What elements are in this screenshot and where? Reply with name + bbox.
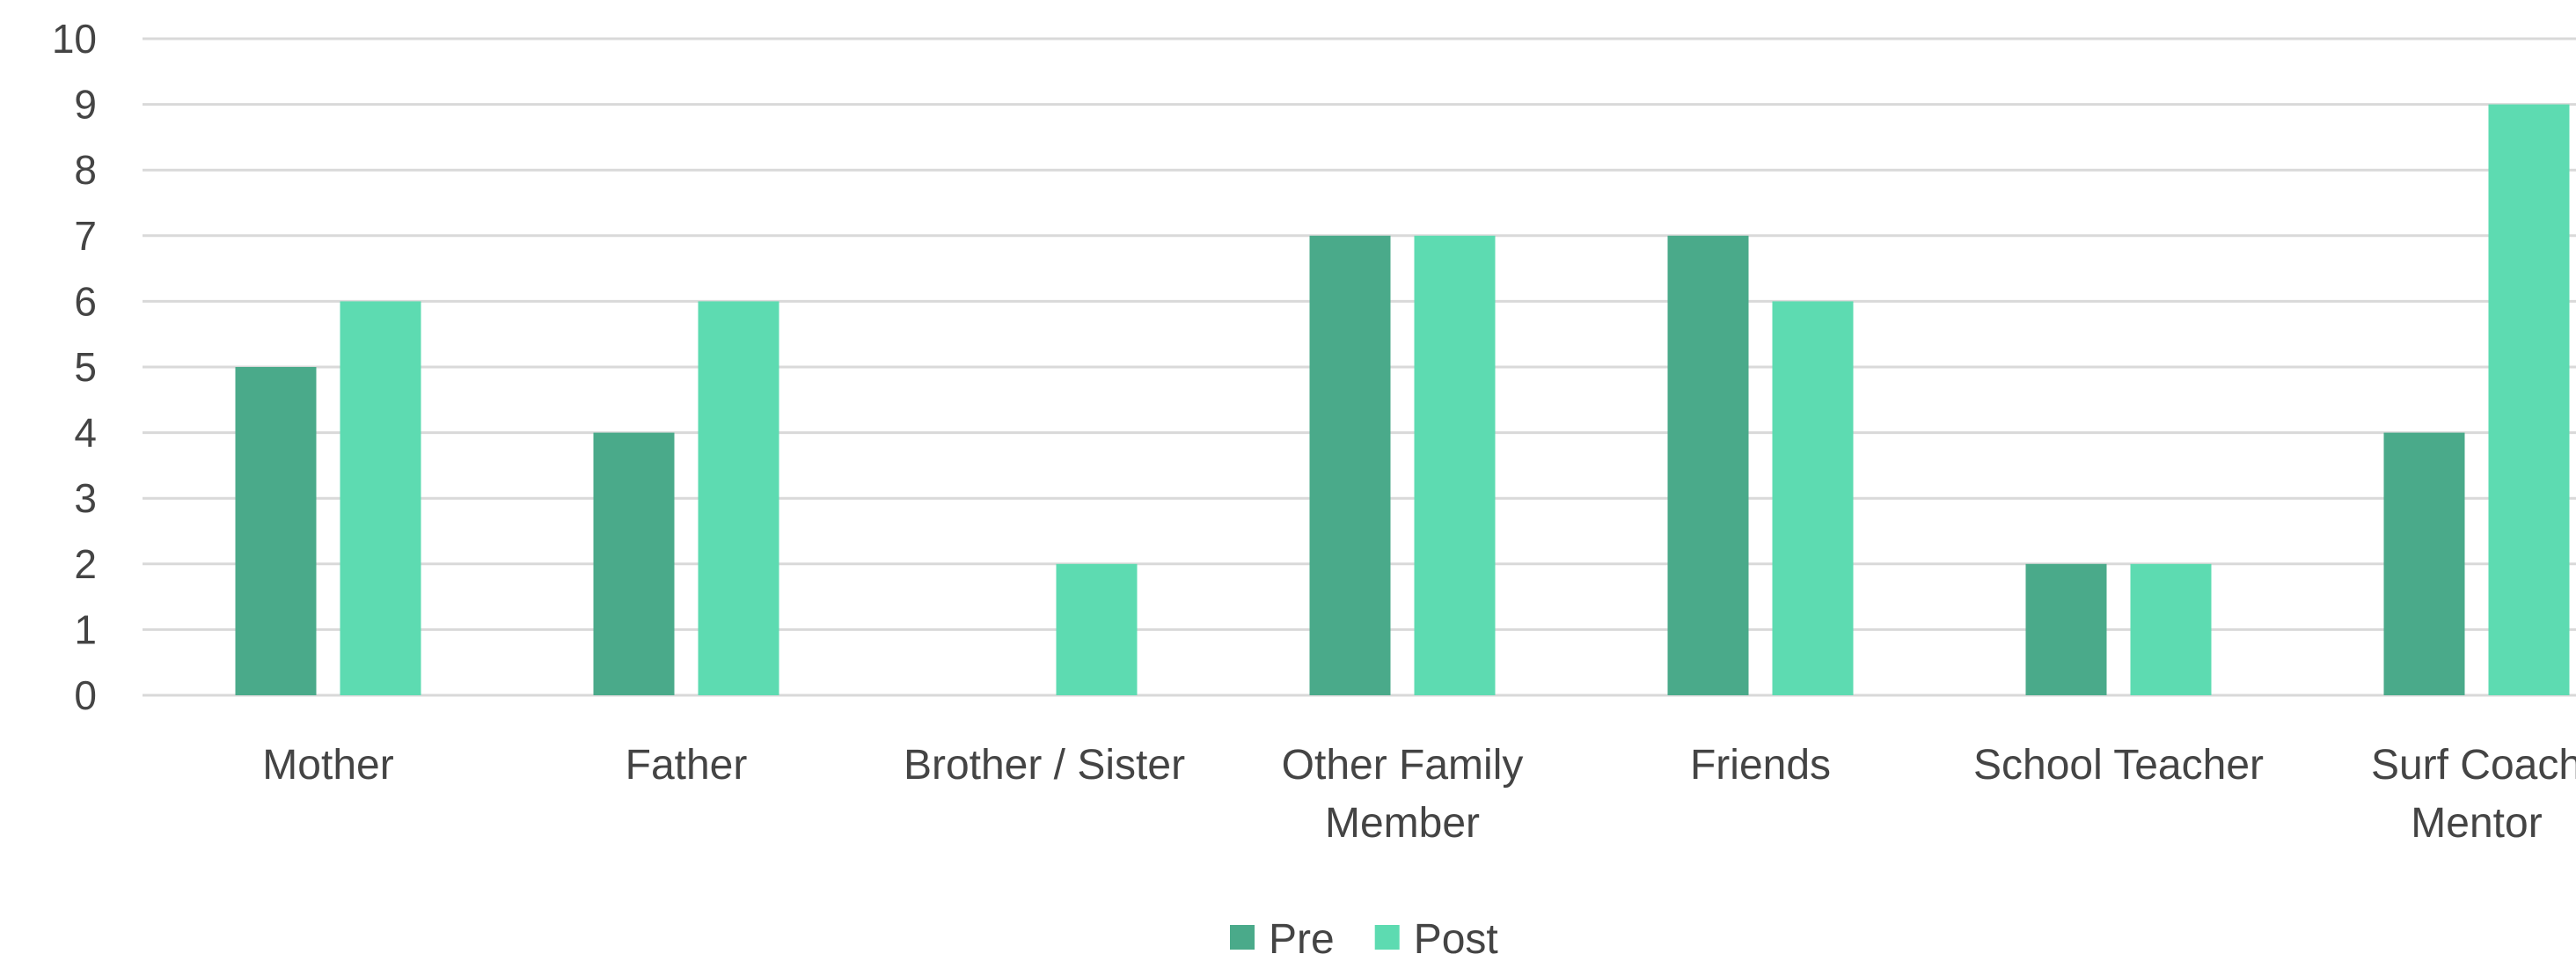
y-tick-label-1: 1	[74, 606, 97, 652]
legend-swatch-pre	[1230, 925, 1255, 950]
y-tick-label-5: 5	[74, 344, 97, 390]
bar-post-0	[340, 301, 421, 695]
bar-post-2	[1056, 563, 1138, 695]
y-tick-label-4: 4	[74, 410, 97, 456]
x-category-label-2-0: Brother / Sister	[904, 742, 1185, 789]
bar-post-4	[1772, 301, 1854, 695]
legend-label-post: Post	[1414, 916, 1498, 963]
bar-pre-1	[593, 432, 675, 695]
x-category-label-6-1: Mentor	[2411, 800, 2542, 847]
y-tick-label-8: 8	[74, 147, 97, 193]
bar-pre-5	[2025, 563, 2107, 695]
bar-pre-6	[2383, 432, 2465, 695]
x-axis-category-labels: Mother Father Brother / Sister Other Family…	[262, 742, 2576, 847]
bar-pre-4	[1667, 235, 1749, 695]
legend: Pre Post	[1230, 916, 1498, 963]
x-category-label-3-0: Other Family	[1282, 742, 1524, 789]
y-tick-label-6: 6	[74, 278, 97, 324]
legend-label-pre: Pre	[1269, 916, 1335, 963]
y-axis-tick-labels: 0 1 2 3 4 5 6 7 8 9 10	[52, 16, 97, 718]
y-tick-label-2: 2	[74, 541, 97, 587]
legend-swatch-post	[1374, 925, 1400, 950]
bar-pre-0	[235, 367, 317, 695]
y-tick-label-10: 10	[52, 16, 97, 62]
bar-post-5	[2130, 563, 2212, 695]
y-tick-label-7: 7	[74, 213, 97, 259]
bar-post-6	[2488, 104, 2570, 696]
x-category-label-3-1: Member	[1325, 800, 1480, 847]
y-tick-label-0: 0	[74, 672, 97, 718]
y-tick-label-9: 9	[74, 82, 97, 128]
bar-pre-3	[1309, 235, 1391, 695]
bars	[235, 104, 2570, 696]
x-category-label-5-0: School Teacher	[1973, 742, 2264, 789]
x-category-label-4-0: Friends	[1690, 742, 1831, 789]
x-category-label-6-0: Surf Coach	[2371, 742, 2576, 789]
bar-post-3	[1414, 235, 1496, 695]
x-category-label-0-0: Mother	[262, 742, 393, 789]
x-category-label-1-0: Father	[626, 742, 748, 789]
y-tick-label-3: 3	[74, 475, 97, 521]
bar-post-1	[698, 301, 779, 695]
